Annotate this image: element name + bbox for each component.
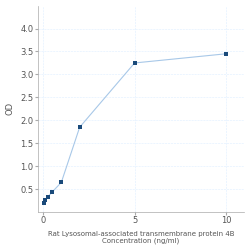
Point <box>132 61 136 65</box>
Y-axis label: OD: OD <box>6 102 15 116</box>
Point <box>224 52 228 56</box>
Point <box>46 195 50 199</box>
X-axis label: Rat Lysosomal-associated transmembrane protein 4B
Concentration (ng/ml): Rat Lysosomal-associated transmembrane p… <box>48 231 234 244</box>
Point <box>78 125 82 129</box>
Point <box>43 198 47 202</box>
Point <box>42 200 46 204</box>
Point <box>50 190 54 194</box>
Point <box>59 180 63 184</box>
